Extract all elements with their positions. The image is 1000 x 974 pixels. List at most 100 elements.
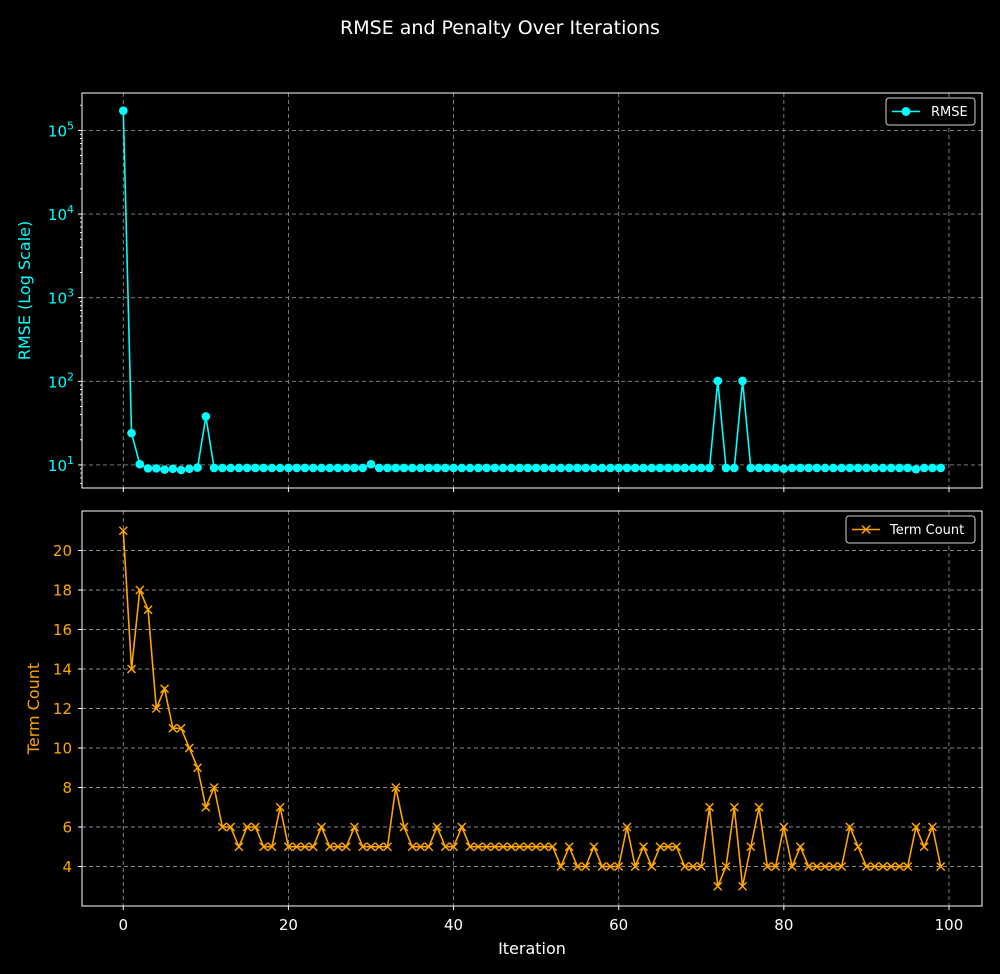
rmse-point — [449, 463, 458, 473]
rmse-point — [374, 463, 384, 473]
rmse-point — [333, 463, 343, 473]
term-count-point — [217, 822, 227, 832]
term-count-point — [870, 861, 880, 872]
rmse-point — [498, 463, 508, 473]
rmse-point — [870, 463, 879, 473]
rmse-point — [234, 463, 244, 473]
term-count-point — [267, 842, 277, 852]
rmse-point — [688, 463, 698, 473]
rmse-point — [416, 463, 425, 473]
term-count-point — [680, 861, 690, 872]
term-count-point — [374, 842, 384, 852]
rmse-point — [474, 463, 483, 473]
rmse-point — [441, 463, 450, 473]
term-count-point — [515, 842, 525, 852]
rmse-point — [507, 463, 516, 473]
term-count-point — [828, 861, 838, 872]
term-count-point — [283, 842, 293, 852]
rmse-point — [837, 463, 846, 473]
term-count-x-ticks: 0 20 40 60 80 100 — [119, 906, 963, 934]
rmse-point — [746, 463, 756, 473]
term-count-point — [597, 861, 607, 872]
term-count-point — [424, 842, 434, 852]
rmse-point — [325, 463, 335, 473]
term-count-point — [531, 842, 541, 852]
term-count-point — [556, 861, 566, 872]
rmse-point — [201, 412, 211, 421]
term-count-point — [440, 842, 450, 852]
x-tick-label: 40 — [444, 916, 463, 934]
term-count-y-tick-label: 6 — [62, 819, 72, 837]
term-count-point — [473, 842, 483, 852]
rmse-point — [540, 463, 549, 473]
term-count-y-tick-label: 4 — [62, 858, 72, 876]
rmse-panel: 101 102 103 104 105 RMSE (Log Scale) RMSE — [15, 92, 983, 492]
term-count-point — [548, 842, 558, 852]
term-count-point — [572, 861, 582, 872]
rmse-point — [729, 463, 739, 473]
rmse-point — [457, 463, 467, 473]
term-count-point — [358, 842, 368, 852]
term-count-point — [226, 822, 236, 832]
term-count-point — [482, 842, 492, 852]
rmse-point — [317, 463, 326, 473]
term-count-point — [655, 842, 665, 852]
term-count-y-axis-label: Term Count — [24, 663, 43, 755]
term-count-point — [688, 861, 698, 872]
rmse-axes-frame — [81, 92, 983, 489]
term-count-y-ticks: 4 6 8 10 12 14 16 18 20 — [53, 542, 82, 876]
term-count-legend-label: Term Count — [889, 523, 964, 538]
rmse-legend-marker — [901, 107, 911, 116]
rmse-point — [936, 463, 946, 473]
rmse-point — [820, 463, 830, 473]
rmse-point — [341, 463, 351, 473]
term-count-point — [738, 881, 748, 891]
rmse-point — [630, 463, 640, 473]
term-count-point — [490, 842, 500, 852]
term-count-point — [366, 842, 376, 852]
rmse-markers — [118, 106, 946, 475]
term-count-point — [242, 822, 252, 832]
term-count-point — [746, 842, 756, 852]
rmse-legend: RMSE — [885, 97, 976, 126]
term-count-point — [168, 723, 178, 733]
rmse-point — [118, 106, 128, 115]
rmse-point — [490, 463, 500, 473]
term-count-point — [176, 723, 186, 733]
term-count-point — [523, 842, 533, 852]
term-count-point — [151, 703, 161, 714]
rmse-point — [432, 463, 442, 473]
rmse-point — [251, 463, 260, 473]
term-count-point — [160, 684, 170, 694]
rmse-point — [812, 463, 822, 473]
term-count-point — [564, 842, 574, 852]
term-count-legend: Term Count — [845, 515, 976, 544]
rmse-point — [622, 463, 632, 473]
x-tick-label: 60 — [609, 916, 628, 934]
rmse-point — [185, 464, 194, 474]
term-count-point — [729, 802, 739, 812]
rmse-point — [606, 463, 615, 473]
term-count-point — [234, 842, 244, 852]
rmse-point — [267, 463, 277, 473]
rmse-point — [564, 463, 574, 473]
term-count-point — [292, 842, 302, 852]
term-count-legend-box — [845, 515, 976, 544]
term-count-point — [614, 861, 624, 872]
rmse-point — [763, 463, 772, 473]
rmse-point — [771, 463, 780, 473]
rmse-legend-box — [885, 97, 976, 126]
rmse-point — [465, 463, 475, 473]
term-count-y-tick-label: 20 — [53, 542, 72, 560]
term-count-point — [407, 842, 417, 852]
term-count-point — [787, 861, 797, 872]
rmse-point — [407, 463, 417, 473]
term-count-point — [341, 842, 351, 852]
term-count-line — [122, 530, 942, 887]
rmse-point — [829, 463, 838, 473]
term-count-point — [457, 822, 467, 832]
term-count-y-tick-label: 14 — [53, 661, 72, 679]
term-count-point — [647, 861, 657, 872]
rmse-point — [284, 463, 293, 473]
